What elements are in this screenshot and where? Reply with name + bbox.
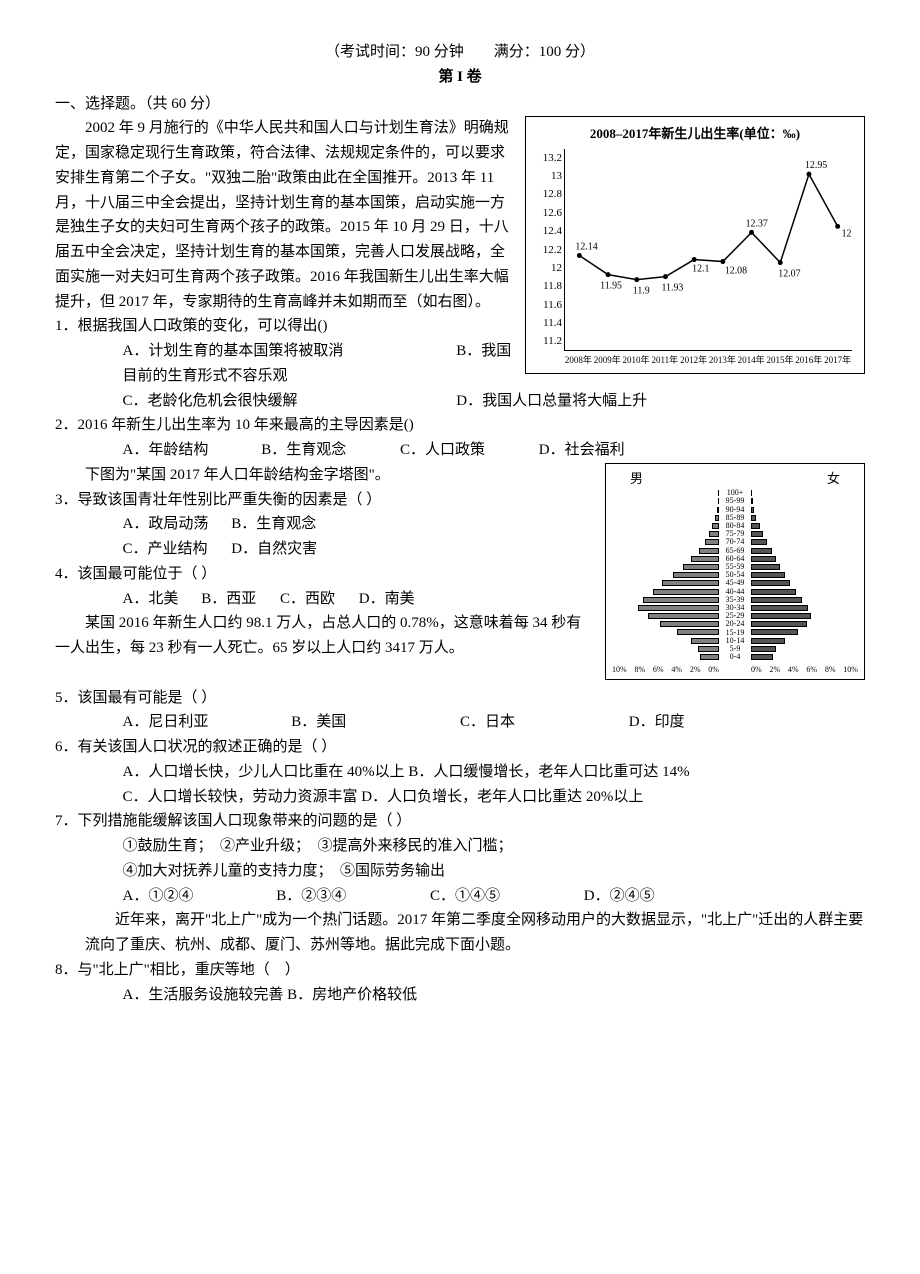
q2-opt-d: D．社会福利: [539, 438, 674, 463]
q7-opt-a: A．①②④: [123, 884, 273, 909]
svg-text:12.43: 12.43: [842, 228, 852, 239]
section-1-heading: 一、选择题。（共 60 分）: [55, 92, 865, 117]
pyramid-x-axis: 10%8%6%4%2%0% 0%2%4%6%8%10%: [610, 661, 860, 676]
q7-opt-c: C．①④⑤: [430, 884, 580, 909]
q3-opt-a: A．政局动荡: [123, 512, 228, 537]
q7-opt-b: B．②③④: [276, 884, 426, 909]
q7-stem: 7．下列措施能缓解该国人口现象带来的问题的是（ ）: [55, 809, 865, 834]
q8-opt-b: B．房地产价格较低: [287, 983, 417, 1008]
q7-items-1: ①鼓励生育； ②产业升级； ③提高外来移民的准入门槛；: [55, 834, 865, 859]
q6-opt-c: C．人口增长较快，劳动力资源丰富: [123, 785, 358, 810]
q4-opt-c: C．西欧: [280, 587, 355, 612]
q2-opt-c: C．人口政策: [400, 438, 535, 463]
q8-stem: 8．与"北上广"相比，重庆等地（ ）: [55, 958, 865, 983]
q2-stem: 2．2016 年新生儿出生率为 10 年来最高的主导因素是(): [55, 413, 865, 438]
pyramid-female-bars: [751, 489, 860, 661]
svg-text:12.95: 12.95: [805, 160, 827, 171]
q6-opt-b: B．人口缓慢增长，老年人口比重可达 14%: [408, 760, 689, 785]
svg-text:11.95: 11.95: [600, 280, 622, 291]
part-label: 第 I 卷: [55, 65, 865, 90]
q7-opt-d: D．②④⑤: [584, 884, 734, 909]
q3-opt-c: C．产业结构: [123, 537, 228, 562]
q4-opt-b: B．西亚: [201, 587, 276, 612]
exam-info: （考试时间：90 分钟 满分：100 分）: [55, 40, 865, 65]
svg-text:12.08: 12.08: [725, 265, 747, 276]
q3-opt-b: B．生育观念: [231, 512, 316, 537]
svg-text:12.14: 12.14: [575, 241, 597, 252]
q1-opt-c: C．老龄化危机会很快缓解: [123, 389, 453, 414]
q4-opt-a: A．北美: [123, 587, 198, 612]
svg-text:12.37: 12.37: [746, 218, 768, 229]
svg-text:11.93: 11.93: [661, 282, 683, 293]
q3-opt-d: D．自然灾害: [231, 537, 317, 562]
q4-opt-d: D．南美: [359, 587, 434, 612]
chart-x-axis: 2008年2009年2010年2011年2012年2013年2014年2015年…: [564, 353, 852, 369]
q5-opt-c: C．日本: [460, 710, 625, 735]
q1-opt-d: D．我国人口总量将大幅上升: [456, 393, 647, 409]
q2-opt-b: B．生育观念: [261, 438, 396, 463]
q6-opt-a: A．人口增长快，少儿人口比重在 40%以上: [123, 760, 405, 785]
q5-stem: 5．该国最有可能是（ ）: [55, 686, 865, 711]
pyramid-female-label: 女: [827, 468, 840, 489]
q6-stem: 6．有关该国人口状况的叙述正确的是（ ）: [55, 735, 865, 760]
svg-text:12.07: 12.07: [778, 268, 800, 279]
svg-text:11.9: 11.9: [633, 285, 650, 296]
pyramid-male-bars: [610, 489, 719, 661]
chart-plot: 12.14 11.95 11.9 11.93 12.1 12.08 12.37 12.07 12…: [564, 149, 852, 351]
pyramid-age-labels: 100+95-9990-9485-8980-8475-7970-7465-696…: [719, 489, 751, 661]
q7-items-2: ④加大对抚养儿童的支持力度； ⑤国际劳务输出: [55, 859, 865, 884]
q6-opt-d: D．人口负增长，老年人口比重达 20%以上: [361, 785, 643, 810]
chart-y-axis: 13.21312.812.612.412.21211.811.611.411.2: [534, 149, 562, 351]
para-3: 近年来，离开"北上广"成为一个热门话题。2017 年第二季度全网移动用户的大数据…: [55, 908, 865, 958]
q5-opt-d: D．印度: [629, 710, 794, 735]
svg-text:12.1: 12.1: [692, 263, 709, 274]
birth-rate-chart: 2008–2017年新生儿出生率(单位：‰) 13.21312.812.612.…: [525, 116, 865, 373]
q8-opt-a: A．生活服务设施较完善: [123, 983, 284, 1008]
population-pyramid: 男 女 100+95-9990-9485-8980-8475-7970-7465…: [605, 463, 865, 680]
q1-opt-a: A．计划生育的基本国策将被取消: [123, 339, 453, 364]
chart-title: 2008–2017年新生儿出生率(单位：‰): [534, 123, 856, 144]
q5-opt-b: B．美国: [291, 710, 456, 735]
pyramid-male-label: 男: [630, 468, 643, 489]
q2-opt-a: A．年龄结构: [123, 438, 258, 463]
q5-opt-a: A．尼日利亚: [123, 710, 288, 735]
